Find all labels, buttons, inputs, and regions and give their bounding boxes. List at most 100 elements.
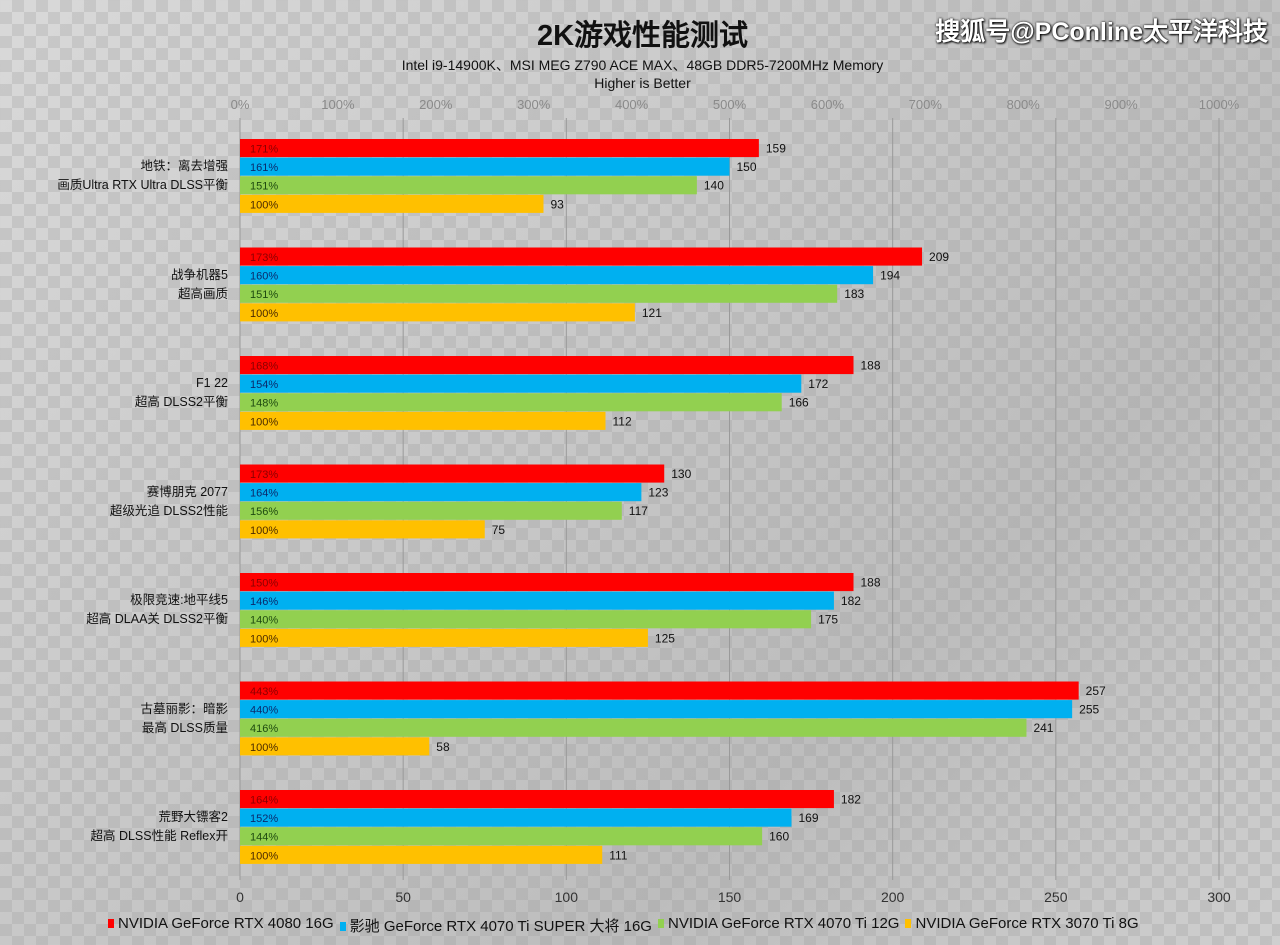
percent-label: 161% <box>250 162 278 174</box>
bar <box>240 411 606 430</box>
category-label-line: 超高 DLSS性能 Reflex开 <box>90 829 228 843</box>
bar <box>240 139 759 158</box>
x2-tick-label: 300% <box>517 97 551 112</box>
percent-label: 164% <box>250 795 278 807</box>
percent-label: 151% <box>250 289 278 301</box>
legend-item: 影驰 GeForce RTX 4070 Ti SUPER 大将 16G <box>339 915 652 936</box>
legend-swatch <box>339 922 346 931</box>
value-label: 130 <box>671 467 691 481</box>
chart-subtitle: Intel i9-14900K、MSI MEG Z790 ACE MAX、48G… <box>401 57 884 73</box>
x2-tick-label: 400% <box>615 97 649 112</box>
percent-label: 100% <box>250 850 278 862</box>
category-label-line: 超高 DLAA关 DLSS2平衡 <box>86 612 228 626</box>
x2-tick-label: 0% <box>231 97 250 112</box>
legend-swatch <box>108 919 114 928</box>
x2-tick-label: 800% <box>1007 97 1041 112</box>
percent-label: 171% <box>250 144 278 156</box>
category-label-line: F1 22 <box>196 376 228 390</box>
bar <box>240 483 642 502</box>
category-label: 地铁：离去增强画质Ultra RTX Ultra DLSS平衡 <box>57 157 228 195</box>
bar <box>240 610 812 629</box>
percent-label: 100% <box>250 525 278 537</box>
legend: NVIDIA GeForce RTX 4080 16G 影驰 GeForce RT… <box>108 915 1139 936</box>
value-label: 75 <box>492 523 506 537</box>
category-label-line: 超级光追 DLSS2性能 <box>109 503 228 518</box>
x-tick-label: 0 <box>236 889 244 905</box>
percent-label: 154% <box>250 379 278 391</box>
value-label: 112 <box>612 414 631 428</box>
percent-label: 100% <box>250 742 278 754</box>
value-label: 172 <box>808 377 828 391</box>
category-label-line: 极限竞速:地平线5 <box>130 593 228 607</box>
chart-title: 2K游戏性能测试 <box>536 20 749 52</box>
bar <box>240 681 1079 700</box>
percent-label: 443% <box>250 686 278 698</box>
percent-label: 140% <box>250 615 278 627</box>
bar <box>240 501 622 520</box>
value-label: 188 <box>861 359 881 373</box>
value-label: 188 <box>861 576 881 590</box>
bar <box>240 591 834 610</box>
value-label: 58 <box>436 740 450 754</box>
legend-label: 影驰 GeForce RTX 4070 Ti SUPER 大将 16G <box>349 918 652 935</box>
x-tick-label: 250 <box>1044 889 1068 905</box>
x2-tick-label: 600% <box>811 97 845 112</box>
bar <box>240 157 730 176</box>
category-label: 赛博朋克 2077 超级光追 DLSS2性能 <box>110 483 228 521</box>
percent-label: 100% <box>250 416 278 428</box>
category-label: 古墓丽影：暗影 最高 DLSS质量 <box>140 700 228 738</box>
value-label: 140 <box>704 179 724 193</box>
x-tick-label: 100 <box>555 889 579 905</box>
category-label-line: 地铁：离去增强 <box>140 159 228 173</box>
bar <box>240 303 635 322</box>
percent-label: 152% <box>250 813 278 825</box>
x2-tick-label: 200% <box>419 97 453 112</box>
value-label: 160 <box>769 830 789 844</box>
bar <box>240 718 1027 737</box>
value-label: 125 <box>655 631 675 645</box>
percent-label: 100% <box>250 308 278 320</box>
percent-label: 168% <box>250 361 278 373</box>
chart-note: Higher is Better <box>594 75 691 91</box>
percent-label: 150% <box>250 578 278 590</box>
category-label: 极限竞速:地平线5 超高 DLAA关 DLSS2平衡 <box>86 591 228 629</box>
bar <box>240 737 430 756</box>
value-label: 257 <box>1086 684 1106 698</box>
bar <box>240 520 485 539</box>
legend-item: NVIDIA GeForce RTX 4080 16G <box>108 915 334 936</box>
bar <box>240 827 763 846</box>
value-label: 159 <box>766 142 786 156</box>
bar <box>240 194 544 213</box>
value-label: 166 <box>789 396 809 410</box>
bar <box>240 700 1073 719</box>
value-label: 241 <box>1033 721 1053 735</box>
percent-label: 160% <box>250 271 278 283</box>
category-label: F1 22 超高 DLSS2平衡 <box>135 374 228 412</box>
percent-label: 173% <box>250 469 278 481</box>
percent-label: 164% <box>250 488 278 500</box>
value-label: 169 <box>799 811 819 825</box>
percent-label: 440% <box>250 705 278 717</box>
bar <box>240 393 782 412</box>
x-tick-label: 300 <box>1207 889 1231 905</box>
value-label: 255 <box>1079 703 1099 717</box>
bar <box>240 284 838 303</box>
percent-label: 100% <box>250 633 278 645</box>
bar <box>240 176 697 195</box>
category-label-line: 画质Ultra RTX Ultra DLSS平衡 <box>57 178 228 192</box>
value-label: 123 <box>648 486 668 500</box>
percent-label: 100% <box>250 199 278 211</box>
category-label-line: 超高画质 <box>177 286 228 301</box>
bar <box>240 374 802 393</box>
x2-tick-label: 900% <box>1104 97 1138 112</box>
value-label: 182 <box>841 793 861 807</box>
bar <box>240 790 834 809</box>
x2-tick-label: 500% <box>713 97 747 112</box>
category-label-line: 赛博朋克 2077 <box>146 484 228 499</box>
bar <box>240 573 854 592</box>
bar <box>240 464 665 483</box>
category-label-line: 战争机器5 <box>171 267 228 282</box>
category-label-line: 古墓丽影：暗影 <box>140 701 228 716</box>
value-label: 175 <box>818 613 838 627</box>
